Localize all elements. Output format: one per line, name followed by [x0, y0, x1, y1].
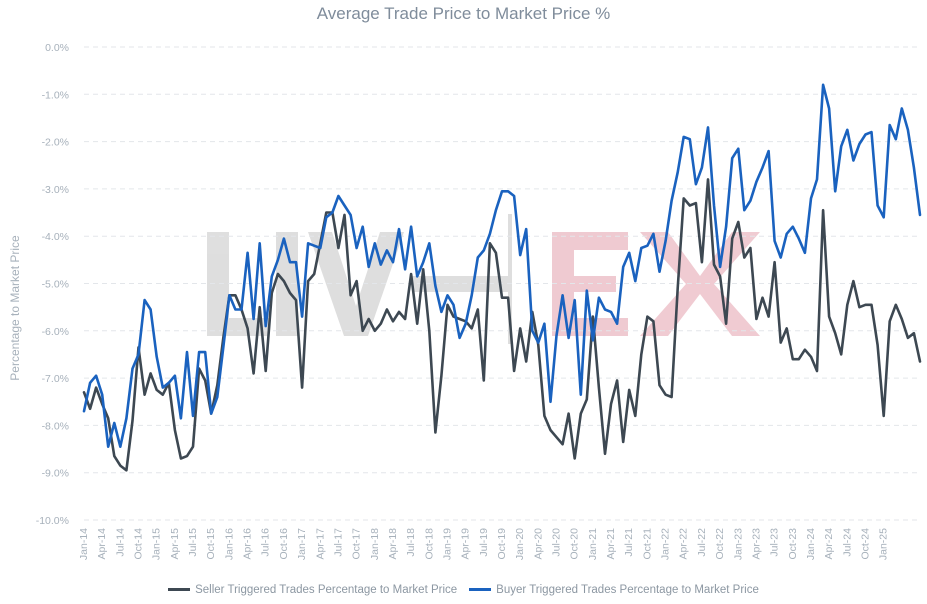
x-tick-label: Oct-23 — [787, 528, 799, 560]
x-tick-label: Jul-24 — [841, 528, 853, 557]
x-tick-label: Jan-17 — [296, 528, 308, 560]
x-tick-label: Oct-16 — [278, 528, 290, 560]
x-tick-label: Oct-20 — [569, 528, 581, 560]
legend-label: Buyer Triggered Trades Percentage to Mar… — [496, 583, 759, 596]
x-tick-label: Jan-19 — [441, 528, 453, 560]
x-tick-label: Jul-16 — [260, 528, 272, 557]
x-tick-label: Apr-23 — [750, 528, 762, 560]
x-tick-label: Oct-14 — [133, 528, 145, 560]
y-tick-label: -8.0% — [42, 420, 69, 432]
y-tick-label: -10.0% — [36, 515, 69, 527]
x-tick-label: Apr-14 — [96, 528, 108, 560]
x-tick-label: Oct-19 — [496, 528, 508, 560]
x-tick-label: Oct-22 — [714, 528, 726, 560]
x-tick-label: Oct-24 — [859, 528, 871, 560]
legend-label: Seller Triggered Trades Percentage to Ma… — [195, 583, 458, 596]
x-tick-label: Jul-15 — [187, 528, 199, 557]
y-tick-label: -9.0% — [42, 468, 69, 480]
y-tick-label: -3.0% — [42, 184, 69, 196]
x-tick-label: Oct-21 — [641, 528, 653, 560]
x-tick-label: Jan-22 — [660, 528, 672, 560]
y-tick-label: -7.0% — [42, 373, 69, 385]
chart-title: Average Trade Price to Market Price % — [316, 4, 611, 23]
x-tick-label: Apr-19 — [460, 528, 472, 560]
x-tick-label: Jul-14 — [114, 528, 126, 557]
legend-item-buyer[interactable]: Buyer Triggered Trades Percentage to Mar… — [469, 584, 759, 596]
legend-swatch — [469, 588, 492, 591]
x-tick-label: Jul-17 — [332, 528, 344, 557]
x-tick-label: Jul-22 — [696, 528, 708, 557]
x-tick-label: Jan-18 — [369, 528, 381, 560]
y-tick-label: -5.0% — [42, 279, 69, 291]
x-tick-label: Apr-18 — [387, 528, 399, 560]
x-tick-label: Apr-17 — [314, 528, 326, 560]
x-tick-label: Jul-23 — [769, 528, 781, 557]
x-tick-label: Jul-21 — [623, 528, 635, 557]
x-tick-label: Oct-15 — [205, 528, 217, 560]
legend-item-seller[interactable]: Seller Triggered Trades Percentage to Ma… — [168, 584, 457, 596]
x-tick-label: Jan-14 — [78, 528, 90, 560]
x-tick-label: Jan-16 — [223, 528, 235, 560]
y-tick-label: -1.0% — [42, 89, 69, 101]
y-tick-label: -2.0% — [42, 137, 69, 149]
x-tick-label: Apr-24 — [823, 528, 835, 560]
x-tick-label: Oct-18 — [423, 528, 435, 560]
buyer-series-line — [82, 83, 922, 449]
x-tick-label: Jan-25 — [878, 528, 890, 560]
x-tick-label: Apr-21 — [605, 528, 617, 560]
legend-swatch — [168, 588, 191, 591]
x-tick-label: Oct-17 — [351, 528, 363, 560]
x-tick-label: Jan-15 — [151, 528, 163, 560]
y-axis-label: Percentage to Market Price — [8, 235, 22, 381]
legend: Seller Triggered Trades Percentage to Ma… — [0, 582, 927, 596]
x-tick-label: Apr-15 — [169, 528, 181, 560]
y-tick-label: -6.0% — [42, 326, 69, 338]
x-tick-label: Jan-23 — [732, 528, 744, 560]
x-tick-label: Jan-24 — [805, 528, 817, 560]
x-tick-label: Jul-20 — [551, 528, 563, 557]
x-tick-label: Apr-20 — [532, 528, 544, 560]
x-tick-label: Apr-22 — [678, 528, 690, 560]
x-tick-label: Jan-20 — [514, 528, 526, 560]
y-tick-label: 0.0% — [45, 42, 69, 54]
x-tick-label: Apr-16 — [242, 528, 254, 560]
x-tick-label: Jul-19 — [478, 528, 490, 557]
x-tick-label: Jan-21 — [587, 528, 599, 560]
y-tick-label: -4.0% — [42, 231, 69, 243]
x-tick-label: Jul-18 — [405, 528, 417, 557]
